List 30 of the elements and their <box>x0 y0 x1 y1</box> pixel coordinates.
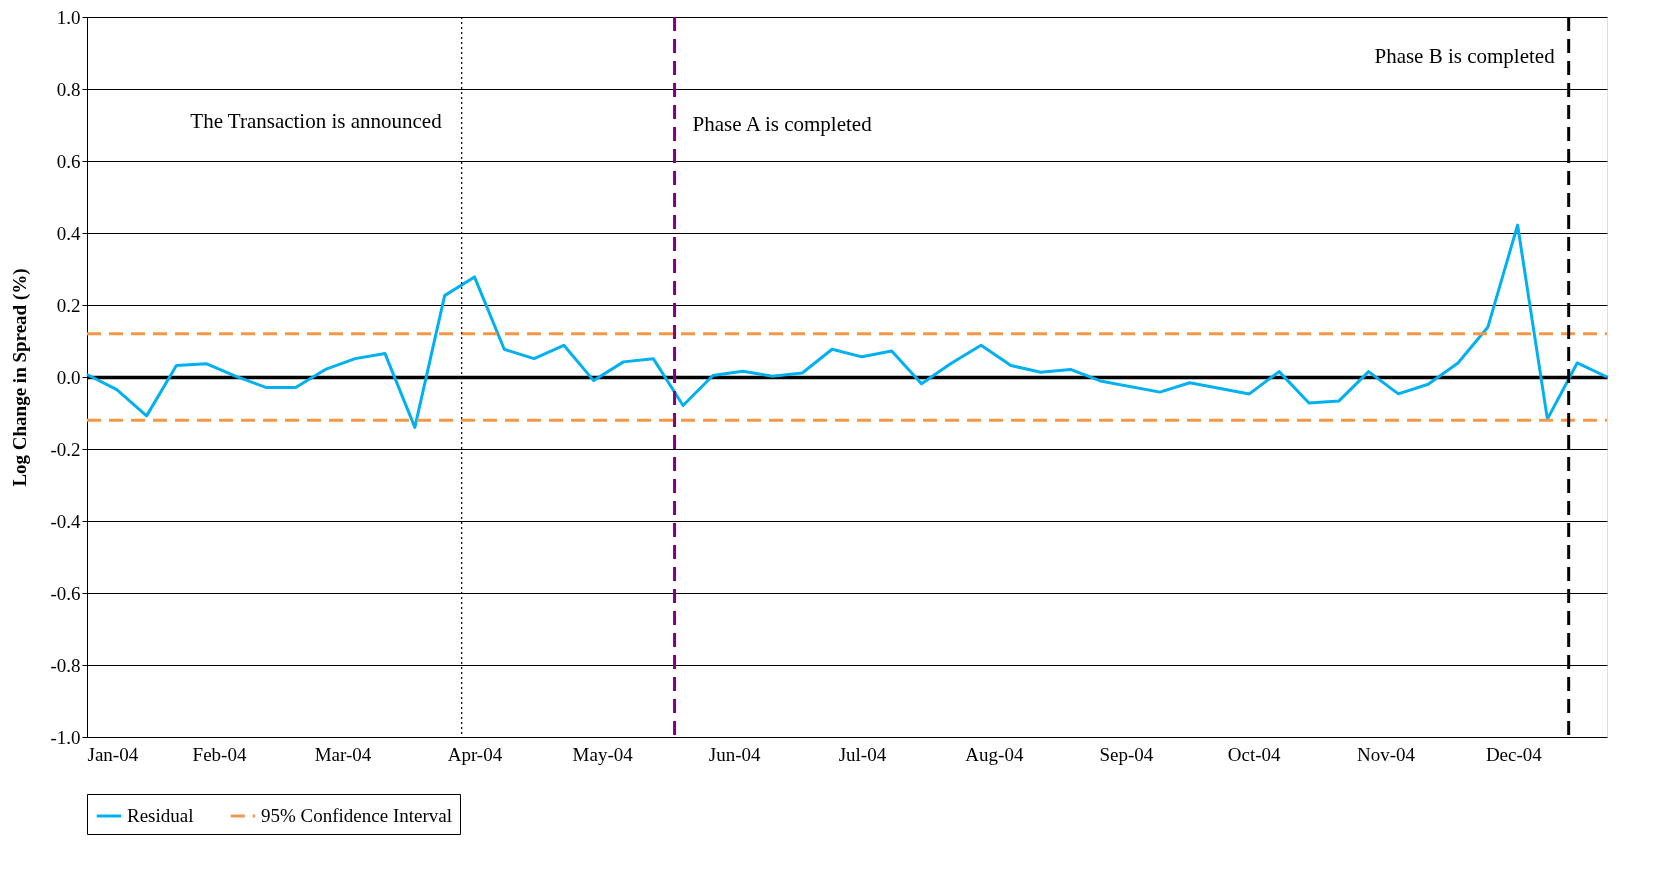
x-tick-label: Feb-04 <box>192 743 247 765</box>
x-tick-label: Sep-04 <box>1099 743 1154 765</box>
y-tick-label: 0.6 <box>56 150 81 172</box>
x-tick-label: Oct-04 <box>1227 743 1281 765</box>
x-tick-label: Aug-04 <box>965 743 1024 765</box>
x-tick-label: Jan-04 <box>87 743 139 765</box>
ref-line-label: Phase A is completed <box>692 112 873 136</box>
ref-line-label: Phase B is completed <box>1374 44 1556 68</box>
x-tick-label: May-04 <box>572 743 634 765</box>
legend-label: Residual <box>127 805 194 826</box>
x-tick-label: Mar-04 <box>314 743 372 765</box>
y-tick-label: 0.4 <box>56 222 81 244</box>
x-tick-label: Jun-04 <box>708 743 762 765</box>
x-tick-label: Nov-04 <box>1357 743 1416 765</box>
y-tick-label: 1.0 <box>56 6 81 28</box>
y-tick-label: 0.2 <box>56 294 81 316</box>
y-tick-label: -0.2 <box>50 438 81 460</box>
line-series <box>85 223 1609 429</box>
y-tick-label: 0.0 <box>56 366 81 388</box>
y-tick-label: -0.8 <box>50 654 81 676</box>
legend-label: 95% Confidence Interval <box>261 805 452 826</box>
y-tick-label: -1.0 <box>50 726 81 748</box>
y-tick-label: 0.8 <box>56 78 81 100</box>
x-tick-label: Jul-04 <box>838 743 887 765</box>
y-tick-label: -0.4 <box>50 510 81 532</box>
ref-line-label: The Transaction is announced <box>190 109 443 133</box>
y-tick-label: -0.6 <box>50 582 81 604</box>
x-tick-label: Apr-04 <box>447 743 503 765</box>
y-axis-title: Log Change in Spread (%) <box>9 268 32 487</box>
x-tick-label: Dec-04 <box>1485 743 1543 765</box>
